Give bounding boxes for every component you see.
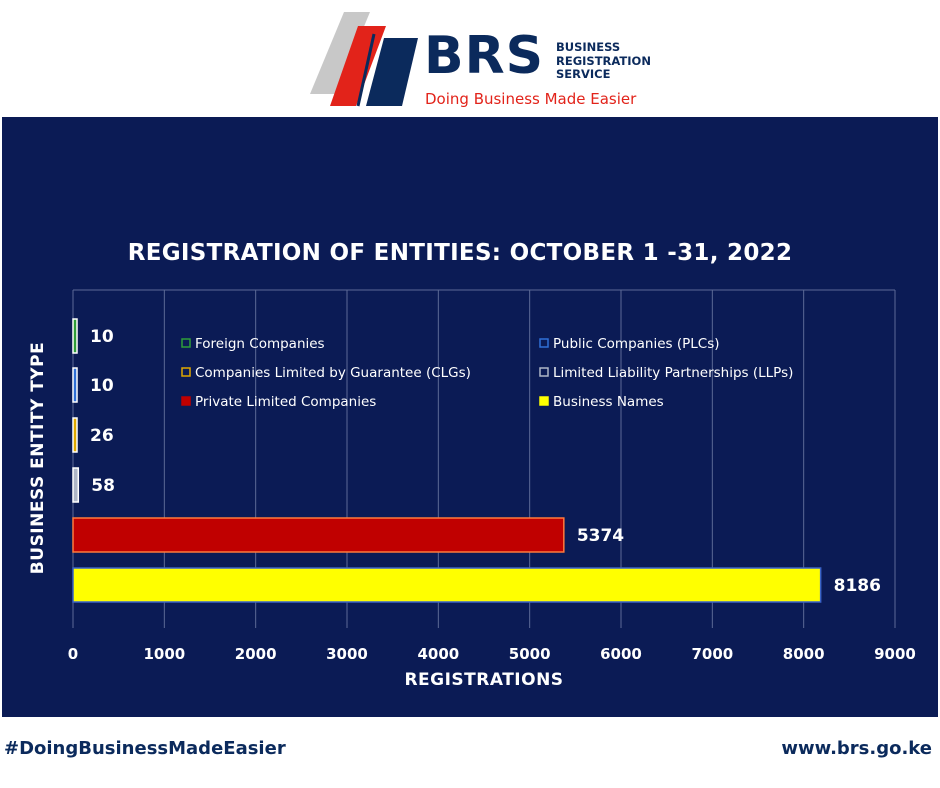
legend: Foreign Companies Public Companies (PLCs)… [181, 336, 793, 410]
legend-label: Limited Liability Partnerships (LLPs) [553, 365, 793, 381]
legend-swatch [539, 338, 549, 348]
footer-hashtag: #DoingBusinessMadeEasier [4, 738, 286, 759]
x-tick-label: 0 [68, 645, 78, 663]
x-tick-label: 4000 [417, 645, 459, 663]
data-label: 10 [90, 327, 114, 347]
x-tick-label: 5000 [509, 645, 551, 663]
data-label: 5374 [577, 526, 624, 546]
legend-swatch [181, 396, 191, 406]
legend-swatch [181, 338, 191, 348]
bar [72, 567, 822, 603]
bar [72, 467, 80, 503]
legend-label: Public Companies (PLCs) [553, 336, 720, 352]
data-labels: 10 10 26 58 5374 8186 [90, 327, 881, 596]
x-tick-label: 6000 [600, 645, 642, 663]
x-tick-label: 8000 [783, 645, 825, 663]
bars [72, 318, 822, 603]
bar [72, 517, 565, 553]
data-label: 10 [90, 376, 114, 396]
bar [72, 318, 78, 354]
bar [72, 367, 78, 403]
x-tick-labels: 0 1000 2000 3000 4000 5000 6000 7000 8000 9000 [68, 645, 916, 663]
data-label: 58 [91, 476, 115, 496]
x-axis-title: REGISTRATIONS [404, 670, 564, 690]
legend-label: Private Limited Companies [195, 394, 376, 410]
tagline: Doing Business Made Easier [425, 90, 637, 108]
legend-swatch [539, 396, 549, 406]
chart-panel [2, 117, 938, 717]
x-tick-label: 3000 [326, 645, 368, 663]
chart-title: REGISTRATION OF ENTITIES: OCTOBER 1 -31,… [127, 240, 793, 266]
brand-name: BRS [424, 26, 545, 86]
legend-swatch [539, 367, 549, 377]
x-tick-label: 9000 [874, 645, 916, 663]
x-tick-label: 7000 [691, 645, 733, 663]
data-label: 8186 [834, 576, 881, 596]
data-label: 26 [90, 426, 114, 446]
brs-stripes-logo-icon [310, 12, 418, 107]
x-tick-label: 2000 [235, 645, 277, 663]
legend-swatch [181, 367, 191, 377]
legend-label: Foreign Companies [195, 336, 325, 352]
footer-url[interactable]: www.brs.go.ke [781, 738, 932, 759]
bar [72, 417, 78, 453]
x-tick-label: 1000 [143, 645, 185, 663]
brand-service-name: BUSINESS REGISTRATION SERVICE [556, 40, 651, 81]
header: BRS BUSINESS REGISTRATION SERVICE Doing … [0, 0, 940, 118]
legend-label: Business Names [553, 394, 664, 410]
legend-label: Companies Limited by Guarantee (CLGs) [195, 365, 471, 381]
